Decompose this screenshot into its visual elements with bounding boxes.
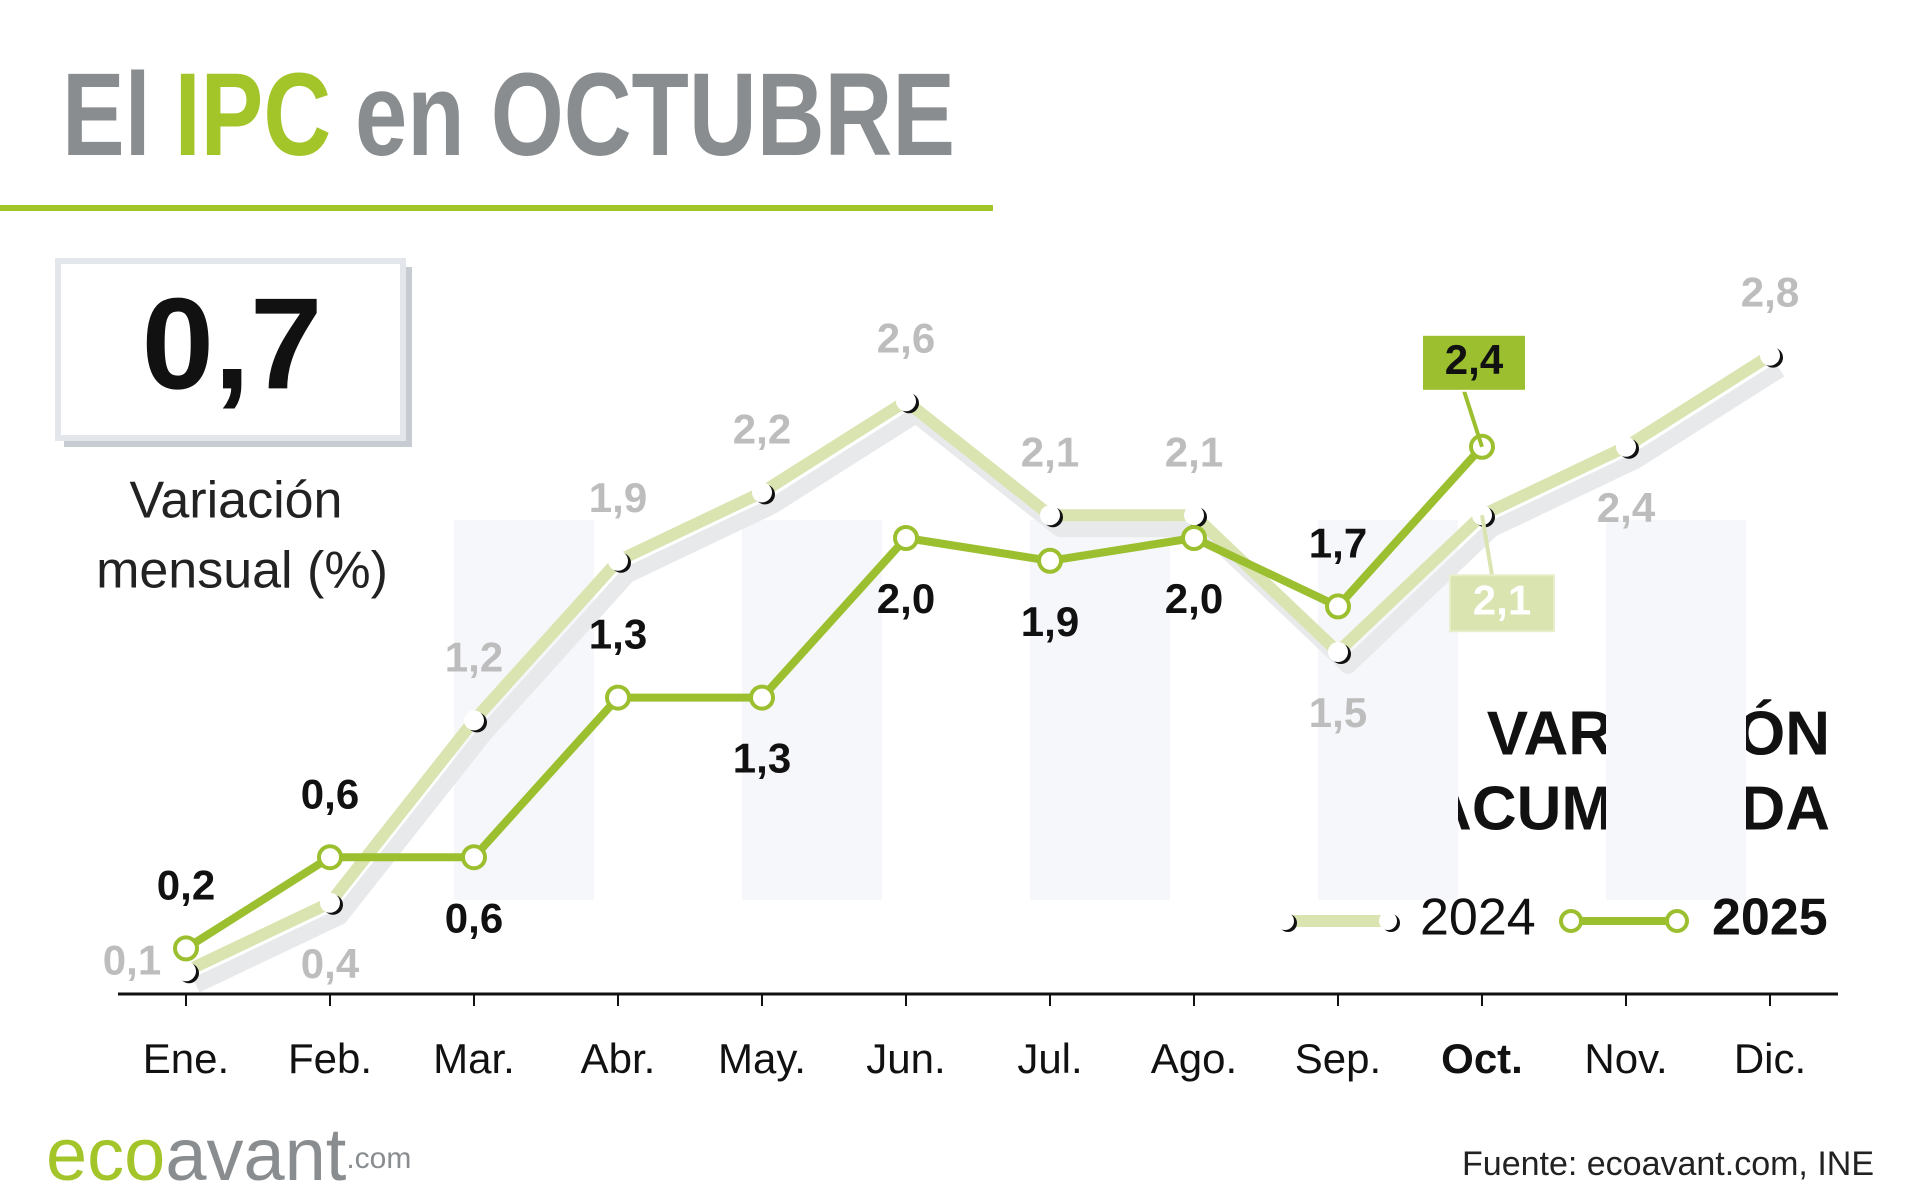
point — [1328, 642, 1348, 662]
title-part: en OCTUBRE — [355, 49, 955, 181]
point — [752, 482, 772, 503]
callout — [1462, 390, 1484, 448]
label-box — [1421, 333, 1527, 392]
brand-part: .com — [346, 1142, 411, 1175]
kpi-value: 0,7 — [142, 270, 323, 416]
value-label: 1,3 — [589, 611, 647, 658]
series-line — [183, 444, 1485, 952]
brand-part: avant — [165, 1113, 346, 1196]
point — [1616, 436, 1636, 457]
x-tick-label: Ene. — [143, 1035, 229, 1082]
value-label: 2,1 — [1165, 428, 1223, 475]
point — [1184, 505, 1204, 526]
point — [1037, 547, 1063, 574]
band — [1606, 520, 1746, 900]
point — [1181, 525, 1207, 551]
point — [1040, 505, 1060, 526]
value-label: 2,1 — [1473, 576, 1531, 623]
point — [749, 684, 775, 711]
value-label: 2,8 — [1741, 269, 1799, 316]
title: ElIPCen OCTUBRE — [62, 49, 955, 181]
brand-part: eco — [46, 1113, 165, 1196]
x-tick-label: May. — [718, 1035, 806, 1082]
value-label: 2,4 — [1597, 484, 1656, 531]
legend-dot — [1379, 912, 1397, 930]
point — [317, 844, 343, 871]
legend-label: 2024 — [1420, 889, 1536, 947]
kpi-label: Variación — [130, 472, 343, 530]
x-tick-label: Jul. — [1017, 1035, 1082, 1082]
brand: ecoavant.com — [46, 1113, 411, 1196]
value-label: 0,6 — [301, 770, 359, 817]
point — [1325, 593, 1351, 620]
point — [1760, 345, 1780, 366]
x-tick-label: Jun. — [866, 1035, 945, 1082]
point — [461, 844, 487, 871]
source: Fuente: ecoavant.com, INE — [1462, 1145, 1874, 1183]
x-tick-label: Feb. — [288, 1035, 372, 1082]
value-label: 2,0 — [877, 575, 935, 622]
point — [464, 710, 484, 731]
x-tick-label: Sep. — [1295, 1035, 1381, 1082]
title-rule — [0, 205, 993, 211]
legend-dot — [1665, 909, 1689, 933]
title-highlight: IPC — [175, 49, 332, 181]
value-label: 0,4 — [301, 940, 360, 987]
point — [173, 935, 199, 962]
point — [320, 892, 340, 913]
x-tick-label: Dic. — [1734, 1035, 1806, 1082]
kpi-box — [55, 258, 406, 441]
point — [893, 525, 919, 551]
value-label: 2,6 — [877, 314, 935, 361]
value-label: 2,1 — [1021, 428, 1079, 475]
series-line — [183, 350, 1774, 977]
band — [454, 520, 594, 900]
legend-dot — [1276, 912, 1294, 930]
label-box — [1449, 574, 1555, 633]
point — [176, 961, 196, 982]
value-label: 2,0 — [1165, 575, 1223, 622]
legend-dot — [1559, 909, 1583, 933]
point — [608, 550, 628, 571]
band — [1030, 520, 1170, 900]
legend-label: 2025 — [1712, 889, 1828, 947]
plot: Ene. Feb. Mar. Abr. May. Jun. Jul. Ago. Sep. Oct.… — [103, 269, 1838, 1082]
kpi-label: mensual (%) — [96, 542, 388, 600]
x-tick-label: Mar. — [433, 1035, 515, 1082]
value-label: 1,9 — [589, 474, 647, 521]
x-tick-label: Ago. — [1151, 1035, 1237, 1082]
value-label: 2,2 — [733, 405, 791, 452]
x-tick-label: Nov. — [1584, 1035, 1667, 1082]
callout — [1480, 514, 1494, 576]
title-part: El — [62, 49, 151, 181]
value-label: 0,6 — [445, 894, 503, 941]
x-tick-label: Oct. — [1441, 1035, 1523, 1082]
value-label: 0,2 — [157, 861, 215, 908]
point — [896, 391, 916, 412]
value-label: 1,9 — [1021, 598, 1079, 645]
value-label: 1,2 — [445, 633, 503, 680]
value-label: 1,5 — [1309, 689, 1367, 736]
value-label: 1,7 — [1309, 519, 1367, 566]
value-label: 2,4 — [1445, 336, 1504, 383]
value-label: 1,3 — [733, 735, 791, 782]
point — [605, 684, 631, 711]
value-label: 0,1 — [103, 936, 161, 983]
x-tick-label: Abr. — [581, 1035, 656, 1082]
